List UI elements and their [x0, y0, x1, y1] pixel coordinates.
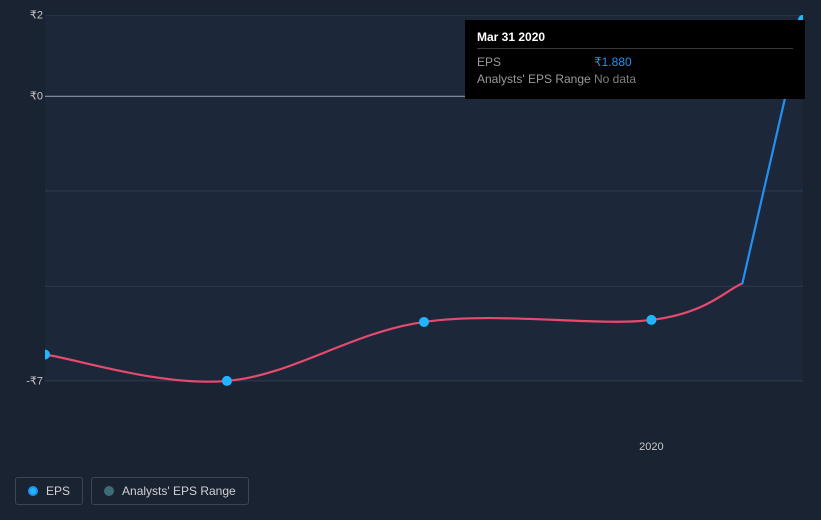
legend: EPS Analysts' EPS Range	[15, 477, 249, 505]
legend-label: Analysts' EPS Range	[122, 484, 236, 498]
legend-item[interactable]: EPS	[15, 477, 83, 505]
y-tick-label: -₹7	[23, 374, 43, 387]
legend-label: EPS	[46, 484, 70, 498]
tooltip-row: Analysts' EPS RangeNo data	[477, 72, 793, 86]
tooltip-title: Mar 31 2020	[477, 30, 793, 44]
tooltip-value: ₹1.880	[594, 55, 632, 69]
y-tick-label: ₹2	[23, 9, 43, 22]
tooltip: Mar 31 2020 EPS₹1.880Analysts' EPS Range…	[465, 20, 805, 99]
tooltip-divider	[477, 48, 793, 49]
tooltip-key: EPS	[477, 55, 594, 69]
y-tick-label: ₹0	[23, 90, 43, 103]
tooltip-key: Analysts' EPS Range	[477, 72, 594, 86]
legend-swatch-icon	[104, 486, 114, 496]
tooltip-row: EPS₹1.880	[477, 55, 793, 69]
x-tick-label: 2020	[639, 441, 663, 453]
tooltip-rows: EPS₹1.880Analysts' EPS RangeNo data	[477, 55, 793, 86]
legend-item[interactable]: Analysts' EPS Range	[91, 477, 249, 505]
tooltip-value: No data	[594, 72, 636, 86]
legend-swatch-icon	[28, 486, 38, 496]
